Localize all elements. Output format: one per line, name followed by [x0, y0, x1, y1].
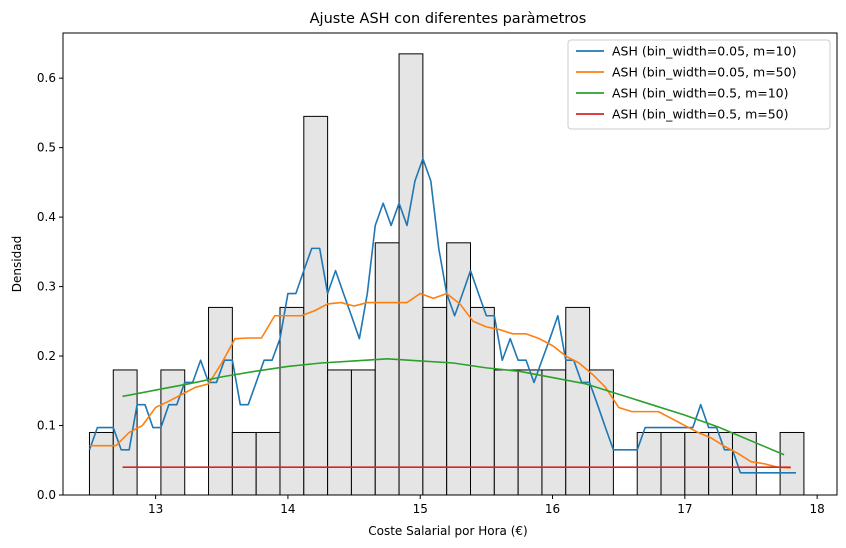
legend-entry: ASH (bin_width=0.05, m=10): [612, 44, 796, 59]
series-line-3: [122, 358, 785, 456]
x-tick-label: 13: [148, 502, 163, 516]
legend-entry: ASH (bin_width=0.5, m=10): [612, 86, 789, 101]
x-axis-ticks: 13 14 15 16 17 18: [148, 495, 825, 516]
chart-title: Ajuste ASH con diferentes paràmetros: [310, 11, 587, 27]
legend-entry: ASH (bin_width=0.5, m=50): [612, 107, 789, 122]
y-tick-label: 0.0: [37, 488, 56, 502]
x-tick-label: 15: [413, 502, 428, 516]
histogram-bar: [231, 431, 257, 496]
histogram-bar: [350, 369, 376, 496]
plot-area-frame: [62, 32, 838, 496]
y-axis-label: Densidad: [10, 236, 24, 292]
legend: ASH (bin_width=0.05, m=10) ASH (bin_width…: [567, 39, 831, 130]
histogram-bar: [779, 431, 805, 496]
histogram-bar: [255, 431, 281, 496]
y-tick-label: 0.4: [37, 210, 56, 224]
histogram-bar: [708, 431, 733, 496]
y-axis-ticks: 0.0 0.1 0.2 0.3 0.4 0.5 0.6: [37, 71, 63, 502]
histogram-bar: [327, 369, 352, 496]
y-tick-label: 0.1: [37, 419, 56, 433]
x-axis-label: Coste Salarial por Hora (€): [368, 524, 527, 538]
series-line-1: [88, 157, 796, 474]
legend-entry: ASH (bin_width=0.05, m=50): [612, 65, 796, 80]
series-lines: [88, 157, 796, 474]
x-tick-label: 16: [545, 502, 560, 516]
y-tick-label: 0.3: [37, 280, 56, 294]
histogram-bar: [684, 431, 710, 496]
x-tick-label: 14: [280, 502, 295, 516]
series-line-2: [89, 292, 791, 469]
histogram-bar: [541, 369, 567, 496]
histogram-bar: [517, 369, 543, 496]
histogram-bar: [660, 431, 686, 496]
y-tick-label: 0.6: [37, 71, 56, 85]
histogram-bar: [112, 369, 138, 496]
legend-box: [567, 39, 831, 130]
histogram-bar: [374, 242, 400, 496]
histogram-bar: [398, 53, 424, 496]
y-tick-label: 0.2: [37, 349, 56, 363]
x-tick-label: 17: [677, 502, 692, 516]
y-tick-label: 0.5: [37, 141, 56, 155]
histogram-bar: [493, 369, 519, 496]
x-tick-label: 18: [810, 502, 825, 516]
